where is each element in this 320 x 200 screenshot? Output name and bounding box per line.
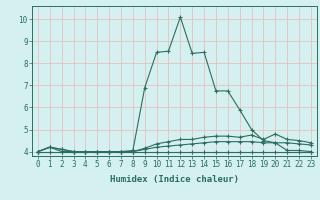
X-axis label: Humidex (Indice chaleur): Humidex (Indice chaleur) bbox=[110, 175, 239, 184]
